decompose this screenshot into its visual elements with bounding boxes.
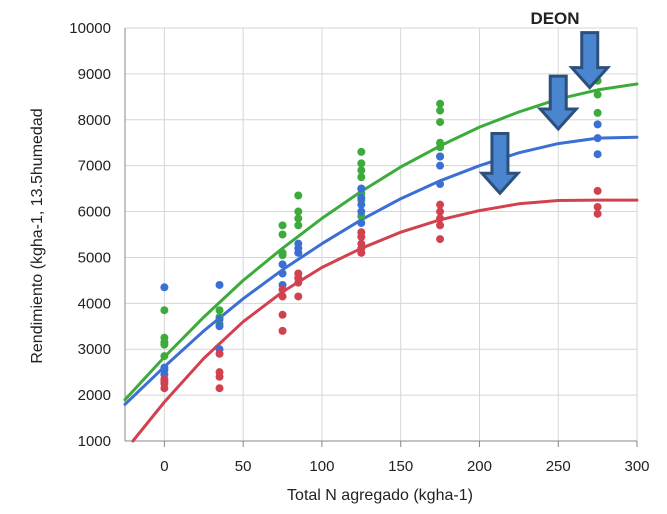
series-1-point [357, 147, 366, 156]
series-1-point [294, 207, 303, 216]
series-2-point [357, 184, 366, 193]
series-3-point [215, 368, 224, 377]
series-2-point [160, 363, 169, 372]
series-3-curve [131, 198, 639, 443]
series-2-point [278, 260, 287, 269]
series-2-point [436, 161, 445, 170]
series-1-point [436, 118, 445, 127]
series-2-point [160, 283, 169, 292]
y-tick-label: 8000 [78, 112, 111, 129]
series-1-point [278, 230, 287, 239]
series-3-point [278, 285, 287, 294]
y-tick-label: 7000 [78, 158, 111, 175]
series-2-point [215, 322, 224, 331]
series-1-point [436, 138, 445, 147]
x-tick-label: 150 [388, 458, 413, 475]
series-3-point [593, 209, 602, 218]
series-1-point [294, 214, 303, 223]
data-points [160, 67, 602, 393]
series-2-point [215, 280, 224, 289]
series-3-point [593, 186, 602, 195]
y-tick-label: 10000 [69, 20, 111, 37]
series-2-point [357, 219, 366, 228]
series-1-point [215, 306, 224, 315]
series-3-point [294, 269, 303, 278]
series-3-point [160, 375, 169, 384]
series-3-point [593, 202, 602, 211]
x-tick-label: 300 [624, 458, 649, 475]
x-tick-label: 100 [309, 458, 334, 475]
down-arrow [536, 74, 580, 132]
x-axis-title: Total N agregado (kgha-1) [287, 487, 473, 504]
series-3-point [436, 200, 445, 209]
series-2-point [357, 207, 366, 216]
series-3-point [436, 214, 445, 223]
x-tick-label: 0 [160, 458, 168, 475]
series-3-point [278, 292, 287, 301]
y-axis-title: Rendimiento (kgha-1, 13.5humedad [29, 108, 46, 363]
series-3-point [436, 235, 445, 244]
annotation-label: DEON [530, 9, 579, 28]
series-2-point [294, 239, 303, 248]
x-tick-label: 50 [235, 458, 252, 475]
series-2-point [215, 315, 224, 324]
series-2-point [593, 134, 602, 143]
series-2-curve [123, 135, 639, 406]
series-3-point [215, 349, 224, 358]
series-3-point [436, 207, 445, 216]
trend-curves [123, 82, 639, 443]
y-tick-label: 1000 [78, 433, 111, 450]
series-2-point [357, 193, 366, 202]
series-1-point [593, 90, 602, 99]
y-tick-label: 4000 [78, 295, 111, 312]
series-2-point [593, 120, 602, 129]
series-1-point [294, 221, 303, 230]
series-2-point [436, 152, 445, 161]
x-tick-label: 200 [467, 458, 492, 475]
series-1-point [357, 166, 366, 175]
series-1-point [278, 248, 287, 257]
x-tick-label: 250 [546, 458, 571, 475]
down-arrow [478, 132, 522, 196]
grid-lines [124, 27, 638, 447]
series-1-point [436, 99, 445, 108]
series-1-point [160, 352, 169, 361]
annotation-arrows [478, 31, 612, 196]
series-1-point [357, 173, 366, 182]
series-3-point [215, 384, 224, 393]
down-arrow [568, 31, 612, 90]
series-3-point [357, 228, 366, 237]
series-3-point [357, 239, 366, 248]
series-1-point [294, 191, 303, 200]
series-1-point [357, 159, 366, 168]
y-tick-label: 2000 [78, 387, 111, 404]
y-tick-label: 3000 [78, 341, 111, 358]
series-2-point [278, 269, 287, 278]
series-1-point [278, 221, 287, 230]
series-3-point [278, 326, 287, 335]
series-1-point [436, 106, 445, 115]
series-1-point [160, 306, 169, 315]
y-tick-label: 9000 [78, 66, 111, 83]
tick-labels: 1000200030004000500060007000800090001000… [69, 20, 649, 475]
series-3-point [436, 221, 445, 230]
series-1-point [160, 333, 169, 342]
series-2-point [593, 150, 602, 159]
series-1-point [593, 108, 602, 117]
series-2-point [357, 200, 366, 209]
series-3-point [294, 292, 303, 301]
y-tick-label: 6000 [78, 204, 111, 221]
series-2-point [436, 180, 445, 189]
series-3-point [278, 310, 287, 319]
y-tick-label: 5000 [78, 249, 111, 266]
